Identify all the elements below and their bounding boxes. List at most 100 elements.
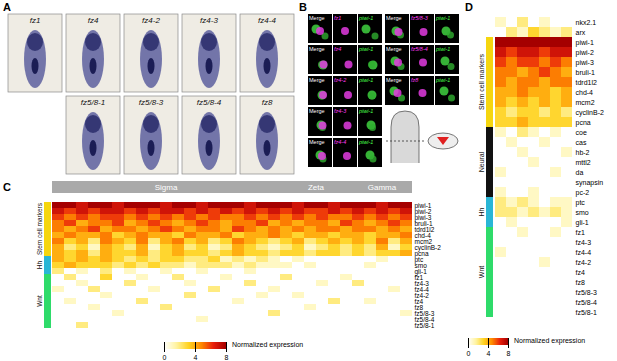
svg-text:gli-1: gli-1 bbox=[414, 267, 427, 275]
svg-text:fz4-4: fz4-4 bbox=[576, 249, 592, 256]
svg-text:piwi-3: piwi-3 bbox=[414, 213, 432, 221]
svg-text:cyclinB-2: cyclinB-2 bbox=[414, 243, 441, 251]
svg-text:cas: cas bbox=[576, 139, 587, 146]
svg-text:piwi-1: piwi-1 bbox=[435, 15, 450, 21]
svg-text:A: A bbox=[3, 1, 11, 13]
svg-text:fz4-2: fz4-2 bbox=[142, 16, 160, 25]
svg-text:fz5/8-1: fz5/8-1 bbox=[415, 322, 435, 329]
svg-text:tdrd1l2: tdrd1l2 bbox=[576, 79, 598, 86]
svg-text:mcm2: mcm2 bbox=[576, 99, 595, 106]
svg-text:piwi-1: piwi-1 bbox=[358, 108, 373, 114]
svg-text:fz4-2: fz4-2 bbox=[414, 291, 429, 299]
svg-text:fz5/8-3: fz5/8-3 bbox=[139, 98, 164, 107]
svg-text:Merge: Merge bbox=[309, 46, 325, 52]
svg-text:piwi-2: piwi-2 bbox=[414, 207, 432, 215]
svg-text:bruli-1: bruli-1 bbox=[414, 219, 433, 227]
svg-text:fz5/8-1: fz5/8-1 bbox=[576, 309, 598, 316]
svg-text:Merge: Merge bbox=[386, 77, 402, 83]
svg-text:Gamma: Gamma bbox=[368, 183, 397, 192]
svg-text:cyclinB-2: cyclinB-2 bbox=[576, 109, 605, 117]
svg-text:bruli-1: bruli-1 bbox=[576, 69, 596, 76]
svg-text:fz4: fz4 bbox=[334, 46, 341, 52]
svg-text:fz4-4: fz4-4 bbox=[414, 285, 429, 293]
svg-text:fz5/8-4: fz5/8-4 bbox=[576, 299, 598, 306]
svg-text:piwi-1: piwi-1 bbox=[358, 139, 373, 145]
svg-text:fz1: fz1 bbox=[334, 15, 341, 21]
svg-text:Merge: Merge bbox=[309, 139, 325, 145]
svg-text:piwi-3: piwi-3 bbox=[576, 59, 594, 67]
svg-text:ptc: ptc bbox=[576, 199, 586, 207]
svg-text:0: 0 bbox=[467, 350, 471, 357]
svg-text:Wnt: Wnt bbox=[478, 266, 485, 279]
svg-text:fz5/8-4: fz5/8-4 bbox=[411, 46, 428, 52]
svg-text:piwi-1: piwi-1 bbox=[358, 77, 373, 83]
svg-text:fz4-3: fz4-3 bbox=[414, 279, 429, 287]
svg-text:gli-1: gli-1 bbox=[576, 219, 589, 227]
svg-text:fz4-3: fz4-3 bbox=[200, 16, 218, 25]
svg-text:fz8: fz8 bbox=[262, 98, 273, 107]
svg-text:fz8: fz8 bbox=[576, 279, 585, 286]
svg-text:Merge: Merge bbox=[309, 15, 325, 21]
svg-text:Sigma: Sigma bbox=[155, 183, 178, 192]
svg-text:Neural: Neural bbox=[478, 151, 485, 172]
svg-text:smo: smo bbox=[576, 209, 589, 216]
svg-text:piwi-1: piwi-1 bbox=[358, 15, 373, 21]
svg-text:fz8: fz8 bbox=[414, 303, 424, 311]
svg-text:piwi-2: piwi-2 bbox=[576, 49, 594, 57]
svg-text:fz4: fz4 bbox=[576, 269, 585, 276]
svg-text:mcm2: mcm2 bbox=[414, 237, 433, 245]
svg-text:8: 8 bbox=[225, 354, 229, 361]
svg-text:Hh: Hh bbox=[36, 260, 43, 269]
svg-text:chd-4: chd-4 bbox=[576, 89, 594, 96]
svg-text:fz5/8-3: fz5/8-3 bbox=[576, 289, 598, 296]
svg-text:Merge: Merge bbox=[309, 108, 325, 114]
svg-text:piwi-1: piwi-1 bbox=[435, 46, 450, 52]
svg-text:4: 4 bbox=[487, 350, 491, 357]
svg-text:fz4-4: fz4-4 bbox=[258, 16, 276, 25]
svg-text:Hh: Hh bbox=[478, 207, 485, 216]
svg-text:fz4-2: fz4-2 bbox=[334, 77, 346, 83]
svg-text:8: 8 bbox=[507, 350, 511, 357]
svg-text:synapsin: synapsin bbox=[576, 179, 604, 187]
svg-text:0: 0 bbox=[163, 354, 167, 361]
svg-text:fz5/8-1: fz5/8-1 bbox=[81, 98, 105, 107]
svg-text:tdrd1l2: tdrd1l2 bbox=[414, 225, 435, 233]
svg-text:arx: arx bbox=[576, 29, 586, 36]
svg-text:4: 4 bbox=[194, 354, 198, 361]
svg-text:hb-2: hb-2 bbox=[576, 149, 590, 156]
svg-text:fz1: fz1 bbox=[414, 273, 424, 281]
svg-text:nkx2.1: nkx2.1 bbox=[576, 19, 597, 26]
svg-text:Merge: Merge bbox=[386, 46, 402, 52]
svg-text:piwi-1: piwi-1 bbox=[435, 77, 450, 83]
svg-text:B: B bbox=[299, 1, 307, 13]
svg-text:fz4-3: fz4-3 bbox=[334, 108, 347, 114]
svg-text:Stem cell markers: Stem cell markers bbox=[478, 53, 485, 110]
svg-text:pcna: pcna bbox=[414, 249, 429, 257]
svg-text:smo: smo bbox=[414, 261, 427, 269]
svg-text:pc-2: pc-2 bbox=[576, 189, 590, 197]
svg-text:fz8: fz8 bbox=[411, 77, 419, 83]
svg-text:fz5/8-3: fz5/8-3 bbox=[411, 15, 429, 21]
svg-text:Merge: Merge bbox=[309, 77, 325, 83]
svg-text:ptc: ptc bbox=[414, 255, 424, 263]
svg-text:fz4: fz4 bbox=[88, 16, 99, 25]
svg-text:Wnt: Wnt bbox=[36, 295, 43, 307]
svg-text:fz4-3: fz4-3 bbox=[576, 239, 592, 246]
svg-text:chd-4: chd-4 bbox=[414, 231, 431, 239]
svg-text:fz4: fz4 bbox=[414, 297, 424, 305]
svg-text:Stem cell markers: Stem cell markers bbox=[36, 202, 43, 255]
svg-text:piwi-1: piwi-1 bbox=[576, 39, 594, 47]
svg-text:fz1: fz1 bbox=[30, 16, 41, 25]
svg-text:Zeta: Zeta bbox=[308, 183, 325, 192]
svg-text:fz1: fz1 bbox=[576, 229, 585, 236]
svg-text:fz5/8-4: fz5/8-4 bbox=[197, 98, 222, 107]
svg-text:fz4-2: fz4-2 bbox=[576, 259, 592, 266]
svg-text:Merge: Merge bbox=[386, 15, 402, 21]
svg-text:mttl2: mttl2 bbox=[576, 159, 591, 166]
svg-text:coe: coe bbox=[576, 129, 587, 136]
svg-text:da: da bbox=[576, 169, 584, 176]
svg-text:pcna: pcna bbox=[576, 119, 591, 127]
svg-text:piwi-1: piwi-1 bbox=[358, 46, 373, 52]
svg-text:fz4-4: fz4-4 bbox=[334, 139, 346, 145]
svg-text:piwi-1: piwi-1 bbox=[414, 201, 432, 209]
